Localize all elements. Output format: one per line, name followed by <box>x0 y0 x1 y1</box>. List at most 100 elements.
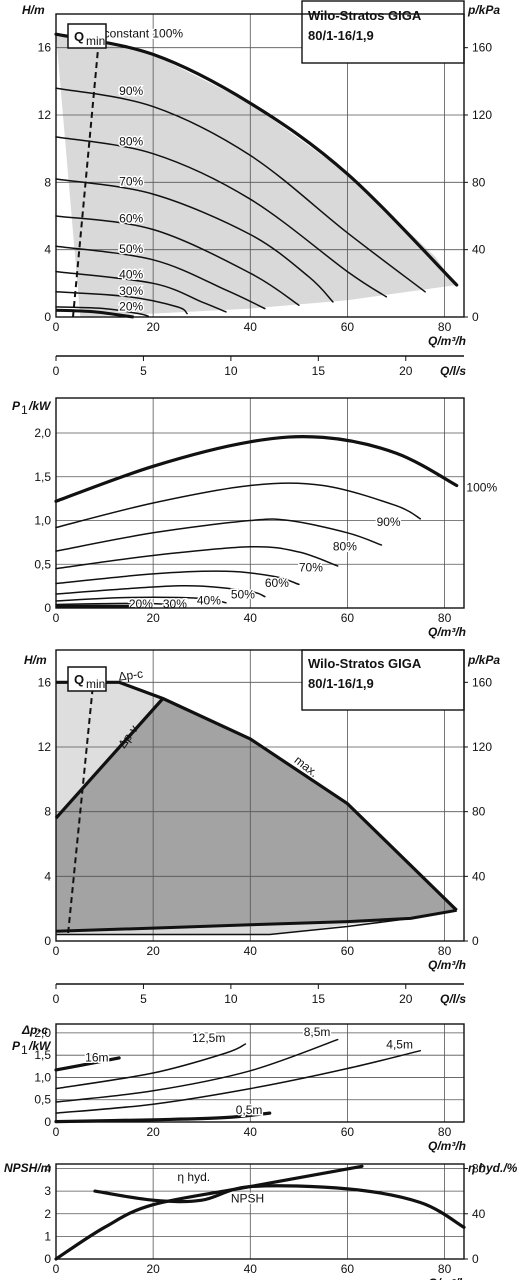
series-label: 90% <box>377 515 401 529</box>
x-tick-label: 60 <box>341 1125 355 1139</box>
series-label: 50% <box>119 242 143 256</box>
y2-tick-label: 80 <box>472 1162 486 1176</box>
series-line-max <box>54 32 459 287</box>
x-tick-label: 80 <box>438 944 452 958</box>
series-label: 70% <box>299 560 323 574</box>
y2-tick-label: 40 <box>472 243 486 257</box>
y-tick-label: 8 <box>44 175 51 189</box>
y-tick-label: 1,5 <box>34 470 51 484</box>
x-axis-label: Q/m³/h <box>428 1139 466 1153</box>
series-label: 40% <box>197 594 221 608</box>
x-tick-label: 60 <box>341 320 355 334</box>
series-line-40% <box>55 270 227 313</box>
series-label: 16m <box>85 1050 108 1064</box>
flow-tick-label: 20 <box>399 992 413 1006</box>
operating-area <box>56 34 457 317</box>
y-tick-label: 1,0 <box>34 1070 51 1084</box>
x-tick-label: 60 <box>341 944 355 958</box>
y-tick-label: 0,5 <box>34 1093 51 1107</box>
y-tick-label: 2,0 <box>34 426 51 440</box>
series-label: NPSH <box>231 1191 264 1205</box>
x-tick-label: 20 <box>146 1262 160 1276</box>
x-tick-label: 80 <box>438 611 452 625</box>
series-label: 0,5m <box>236 1103 263 1117</box>
qmin-box <box>67 666 107 692</box>
flow-axis-qls2: 0 5 10 15 20 Q/l/s <box>53 983 466 1006</box>
series-label: 20% <box>119 299 143 313</box>
series-line-0,5m <box>54 1111 272 1124</box>
y-axis-label: H/m <box>22 3 45 17</box>
y2-tick-label: 120 <box>472 740 492 754</box>
flow-axis-label: Q/l/s <box>440 364 466 378</box>
series-line-8,5m <box>55 1038 339 1103</box>
flow-tick-label: 0 <box>53 364 60 378</box>
y2-tick-label: 0 <box>472 310 479 324</box>
series-label: 80% <box>333 539 357 553</box>
chart-panel-h1: n=constant 100% 90% 80% 70% 60% 50% 40% 30%20% Q… <box>22 0 500 348</box>
series-line-12,5m <box>55 1043 247 1090</box>
y-tick-label: 3 <box>44 1184 51 1198</box>
x-axis-label: Q/m³/h <box>428 1276 466 1280</box>
x-tick-label: 40 <box>244 1262 258 1276</box>
y2-tick-label: 120 <box>472 108 492 122</box>
y-tick-label: 0 <box>44 1252 51 1266</box>
y-tick-label: 0 <box>44 601 51 615</box>
y-axis-label: H/m <box>24 653 47 667</box>
series-label: 8,5m <box>304 1025 331 1039</box>
x-axis-label: Q/m³/h <box>428 958 466 972</box>
y-tick-label: 1,0 <box>34 514 51 528</box>
series-label: 100% <box>466 481 497 495</box>
x-tick-label: 60 <box>341 611 355 625</box>
x-tick-label: 0 <box>53 1125 60 1139</box>
y2-tick-label: 0 <box>472 934 479 948</box>
x-tick-label: 0 <box>53 1262 60 1276</box>
y-tick-label: 12 <box>38 740 52 754</box>
series-line-30% <box>55 602 188 608</box>
chart-title: Wilo-Stratos GIGA <box>308 8 422 23</box>
dpv-area <box>56 698 457 932</box>
plot-frame <box>55 1023 465 1123</box>
chart-panel-p2: 16m 12,5m 8,5m 4,5m 0,5m 0 20 40 60 80 0 0,5 1,0 1,5 2… <box>12 1023 466 1153</box>
min-upper-curve <box>55 908 457 933</box>
min-lower-curve <box>56 917 411 936</box>
series-line-60% <box>55 215 300 306</box>
y-tick-label: 16 <box>38 41 52 55</box>
x-tick-label: 80 <box>438 1262 452 1276</box>
chart-subtitle: 80/1-16/1,9 <box>308 676 374 691</box>
dpc-area <box>56 682 163 819</box>
series-line-4,5m <box>55 1049 422 1114</box>
y2-axis-label: p/kPa <box>467 653 500 667</box>
series-line-80% <box>55 136 388 298</box>
dpv-curve <box>54 697 165 820</box>
x-tick-label: 20 <box>146 944 160 958</box>
y-tick-label: 0 <box>44 934 51 948</box>
y-axis-label-sub: 1 <box>21 1043 28 1057</box>
chart-title: Wilo-Stratos GIGA <box>308 656 422 671</box>
qmin-sub: min <box>86 34 105 48</box>
y-tick-label: 0,5 <box>34 557 51 571</box>
x-tick-label: 40 <box>244 944 258 958</box>
flow-axis-qls1: 0 5 10 15 20 Q/l/s <box>53 355 466 378</box>
y2-tick-label: 40 <box>472 1207 486 1221</box>
series-line-60% <box>55 570 300 586</box>
y2-tick-label: 160 <box>472 41 492 55</box>
series-line-100% <box>54 435 459 503</box>
plot-frame <box>55 13 465 318</box>
flow-axis-label: Q/l/s <box>440 992 466 1006</box>
series-line-90% <box>55 482 422 529</box>
y-axis-label-unit: /kW <box>28 399 52 413</box>
x-tick-label: 40 <box>244 320 258 334</box>
series-label: 60% <box>265 576 289 590</box>
y-tick-label: 1,5 <box>34 1048 51 1062</box>
y2-axis-label: η hyd./% <box>468 1161 518 1175</box>
series-line-80% <box>55 518 383 552</box>
plot-frame <box>55 397 465 609</box>
flow-tick-label: 0 <box>53 992 60 1006</box>
series-line-70% <box>55 545 339 570</box>
flow-tick-label: 5 <box>140 992 147 1006</box>
series-label: 60% <box>119 212 143 226</box>
series-label: 90% <box>119 84 143 98</box>
min-speed-curve <box>55 308 134 319</box>
series-label: 20% <box>129 597 153 611</box>
